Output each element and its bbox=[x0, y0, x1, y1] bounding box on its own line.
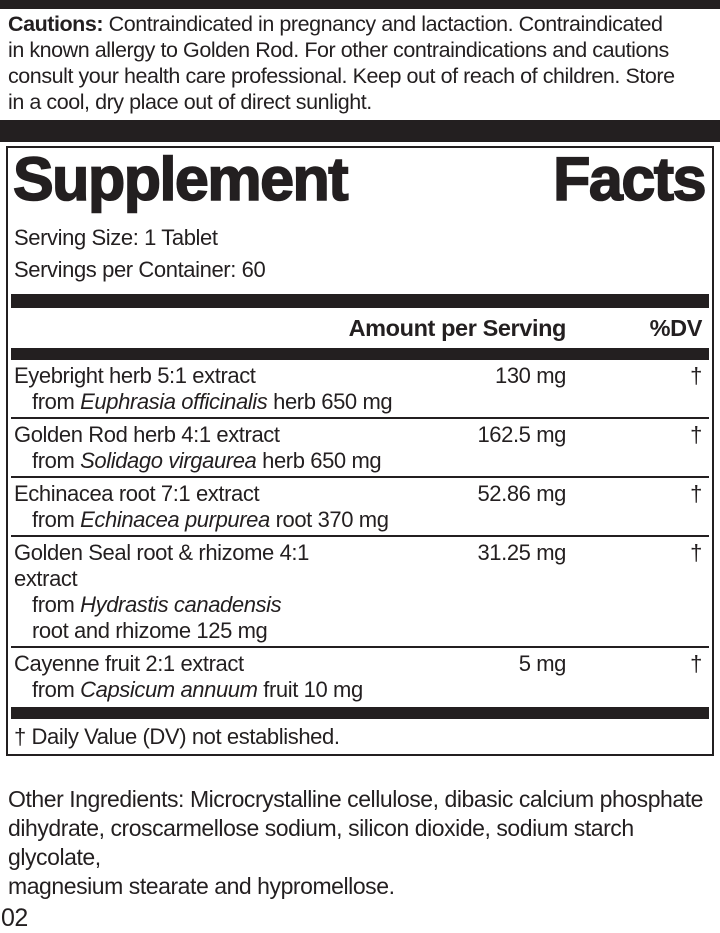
top-border-bar bbox=[0, 0, 720, 9]
column-header-amount: Amount per Serving bbox=[348, 315, 567, 341]
row-separator bbox=[11, 646, 709, 648]
latin-name: Echinacea purpurea bbox=[80, 507, 270, 532]
ingredient-source: from Hydrastis canadensis bbox=[8, 592, 712, 618]
row-separator bbox=[11, 476, 709, 478]
ingredient-name: Golden Rod herb 4:1 extract bbox=[14, 422, 280, 447]
source-suffix: herb 650 mg bbox=[262, 448, 382, 473]
cautions-heading: Cautions: bbox=[8, 12, 104, 36]
ingredient-dv: † bbox=[690, 540, 702, 565]
source-suffix: herb 650 mg bbox=[273, 389, 393, 414]
other-ingredients-line: magnesium stearate and hypromellose. bbox=[8, 873, 395, 899]
divider-bar-above-footnote bbox=[11, 707, 709, 719]
ingredient-row: Eyebright herb 5:1 extract 130 mg † from… bbox=[8, 360, 712, 417]
ingredient-main-line: Cayenne fruit 2:1 extract 5 mg † bbox=[8, 651, 712, 677]
cautions-line: consult your health care professional. K… bbox=[8, 64, 675, 88]
ingredient-main-line: Golden Seal root & rhizome 4:1 extract 3… bbox=[8, 540, 712, 592]
column-header-dv: %DV bbox=[649, 315, 703, 341]
latin-name: Capsicum annuum bbox=[80, 677, 258, 702]
source-prefix: from bbox=[32, 448, 75, 473]
title-word-facts: Facts bbox=[552, 145, 707, 213]
footer-code: 02 bbox=[1, 904, 28, 932]
source-prefix: from bbox=[32, 507, 75, 532]
latin-name: Solidago virgaurea bbox=[80, 448, 257, 473]
ingredient-dv: † bbox=[690, 363, 702, 388]
source-prefix: from bbox=[32, 389, 75, 414]
ingredient-name: Eyebright herb 5:1 extract bbox=[14, 363, 256, 388]
title-word-supplement: Supplement bbox=[12, 145, 349, 213]
cautions-paragraph: Cautions: Contraindicated in pregnancy a… bbox=[0, 9, 720, 115]
ingredient-main-line: Echinacea root 7:1 extract 52.86 mg † bbox=[8, 481, 712, 507]
ingredient-source: from Solidago virgaurea herb 650 mg bbox=[8, 448, 712, 474]
ingredient-dv: † bbox=[690, 422, 702, 447]
ingredient-name: Cayenne fruit 2:1 extract bbox=[14, 651, 244, 676]
ingredient-amount: 162.5 mg bbox=[477, 422, 566, 447]
ingredient-row: Echinacea root 7:1 extract 52.86 mg † fr… bbox=[8, 478, 712, 535]
row-separator bbox=[11, 417, 709, 419]
ingredient-row: Golden Rod herb 4:1 extract 162.5 mg † f… bbox=[8, 419, 712, 476]
serving-info: Serving Size: 1 Tablet Servings per Cont… bbox=[8, 222, 712, 286]
table-header-row: Amount per Serving %DV bbox=[8, 313, 712, 343]
ingredient-name: Golden Seal root & rhizome 4:1 extract bbox=[14, 540, 309, 591]
ingredient-source: from Echinacea purpurea root 370 mg bbox=[8, 507, 712, 533]
cautions-line: in a cool, dry place out of direct sunli… bbox=[8, 90, 372, 114]
ingredient-name: Echinacea root 7:1 extract bbox=[14, 481, 260, 506]
ingredient-dv: † bbox=[690, 651, 702, 676]
ingredient-source-continued: root and rhizome 125 mg bbox=[32, 618, 268, 643]
ingredient-source: from Capsicum annuum fruit 10 mg bbox=[8, 677, 712, 703]
supplement-facts-panel: Supplement Facts Serving Size: 1 Tablet … bbox=[6, 146, 714, 756]
source-suffix: fruit 10 mg bbox=[263, 677, 363, 702]
ingredient-dv: † bbox=[690, 481, 702, 506]
ingredient-amount: 130 mg bbox=[495, 363, 566, 388]
source-prefix: from bbox=[32, 592, 75, 617]
other-ingredients-paragraph: Other Ingredients: Microcrystalline cell… bbox=[0, 785, 720, 901]
daily-value-footnote: † Daily Value (DV) not established. bbox=[14, 724, 340, 749]
cautions-text: Contraindicated in pregnancy and lactact… bbox=[108, 12, 663, 36]
latin-name: Hydrastis canadensis bbox=[80, 592, 282, 617]
cautions-line: Cautions: Contraindicated in pregnancy a… bbox=[8, 11, 712, 37]
divider-bar-under-header bbox=[11, 348, 709, 360]
other-ingredients-line: dihydrate, croscarmellose sodium, silico… bbox=[8, 815, 634, 870]
other-ingredients-line: Other Ingredients: Microcrystalline cell… bbox=[8, 786, 703, 812]
ingredient-main-line: Eyebright herb 5:1 extract 130 mg † bbox=[8, 363, 712, 389]
ingredient-amount: 5 mg bbox=[518, 651, 567, 676]
divider-bar-thick bbox=[11, 294, 709, 308]
cautions-line: in known allergy to Golden Rod. For othe… bbox=[8, 38, 669, 62]
supplement-facts-title: Supplement Facts bbox=[8, 145, 712, 213]
ingredient-row: Cayenne fruit 2:1 extract 5 mg † from Ca… bbox=[8, 648, 712, 705]
source-prefix: from bbox=[32, 677, 75, 702]
ingredient-row: Golden Seal root & rhizome 4:1 extract 3… bbox=[8, 537, 712, 646]
ingredient-source: from Euphrasia officinalis herb 650 mg bbox=[8, 389, 712, 415]
ingredient-main-line: Golden Rod herb 4:1 extract 162.5 mg † bbox=[8, 422, 712, 448]
servings-per-container: Servings per Container: 60 bbox=[14, 257, 266, 282]
separator-bar bbox=[0, 120, 720, 142]
ingredient-amount: 52.86 mg bbox=[477, 481, 566, 506]
row-separator bbox=[11, 535, 709, 537]
serving-size: Serving Size: 1 Tablet bbox=[14, 225, 218, 250]
latin-name: Euphrasia officinalis bbox=[80, 389, 268, 414]
source-suffix: root 370 mg bbox=[275, 507, 389, 532]
ingredient-amount: 31.25 mg bbox=[477, 540, 566, 565]
